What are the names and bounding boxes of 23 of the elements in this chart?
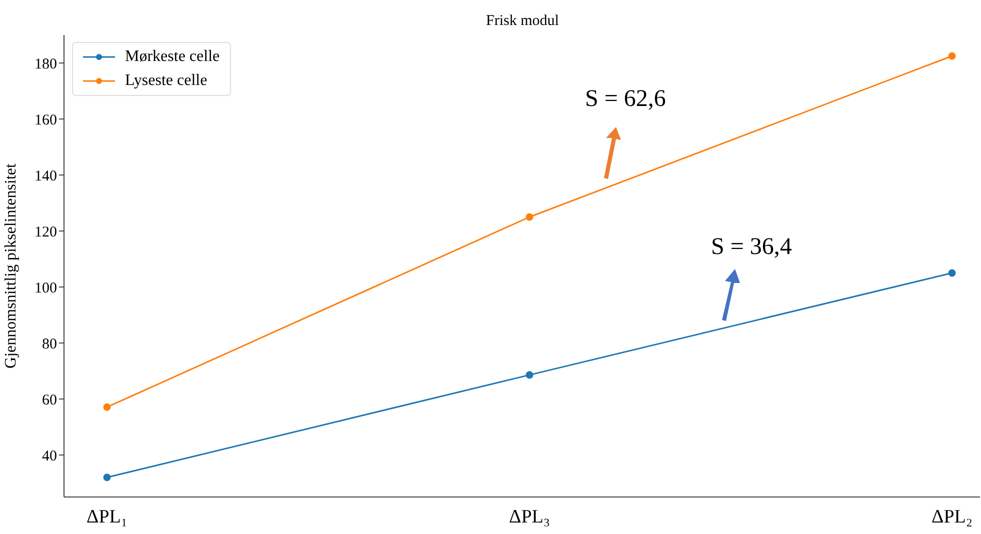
point	[526, 371, 534, 379]
x-tick-label: ΔPL₁	[86, 506, 128, 528]
y-tick-label: 100	[34, 280, 57, 296]
y-tick-label: 140	[34, 168, 57, 184]
chart-title: Frisk modul	[485, 13, 560, 30]
point	[103, 474, 111, 482]
annotation: S = 36,4	[711, 234, 792, 261]
legend-label: Mørkeste celle	[125, 47, 220, 67]
point	[526, 213, 534, 221]
x-tick-label: ΔPL₃	[508, 506, 550, 528]
y-axis-title: Gjennomsnittlig pikselintensitet	[2, 163, 20, 368]
y-tick-label: 160	[34, 112, 57, 128]
y-tick-label: 80	[42, 336, 57, 352]
y-tick-label: 180	[34, 56, 57, 72]
point	[948, 269, 956, 277]
point	[103, 403, 111, 411]
y-tick-label: 120	[34, 224, 57, 240]
x-tick-label: ΔPL₂	[931, 506, 973, 528]
y-tick-label: 60	[42, 392, 57, 408]
y-tick-label: 40	[42, 448, 57, 464]
legend-label: Lyseste celle	[125, 71, 208, 91]
annotation: S = 62,6	[585, 86, 666, 113]
point	[948, 52, 956, 60]
